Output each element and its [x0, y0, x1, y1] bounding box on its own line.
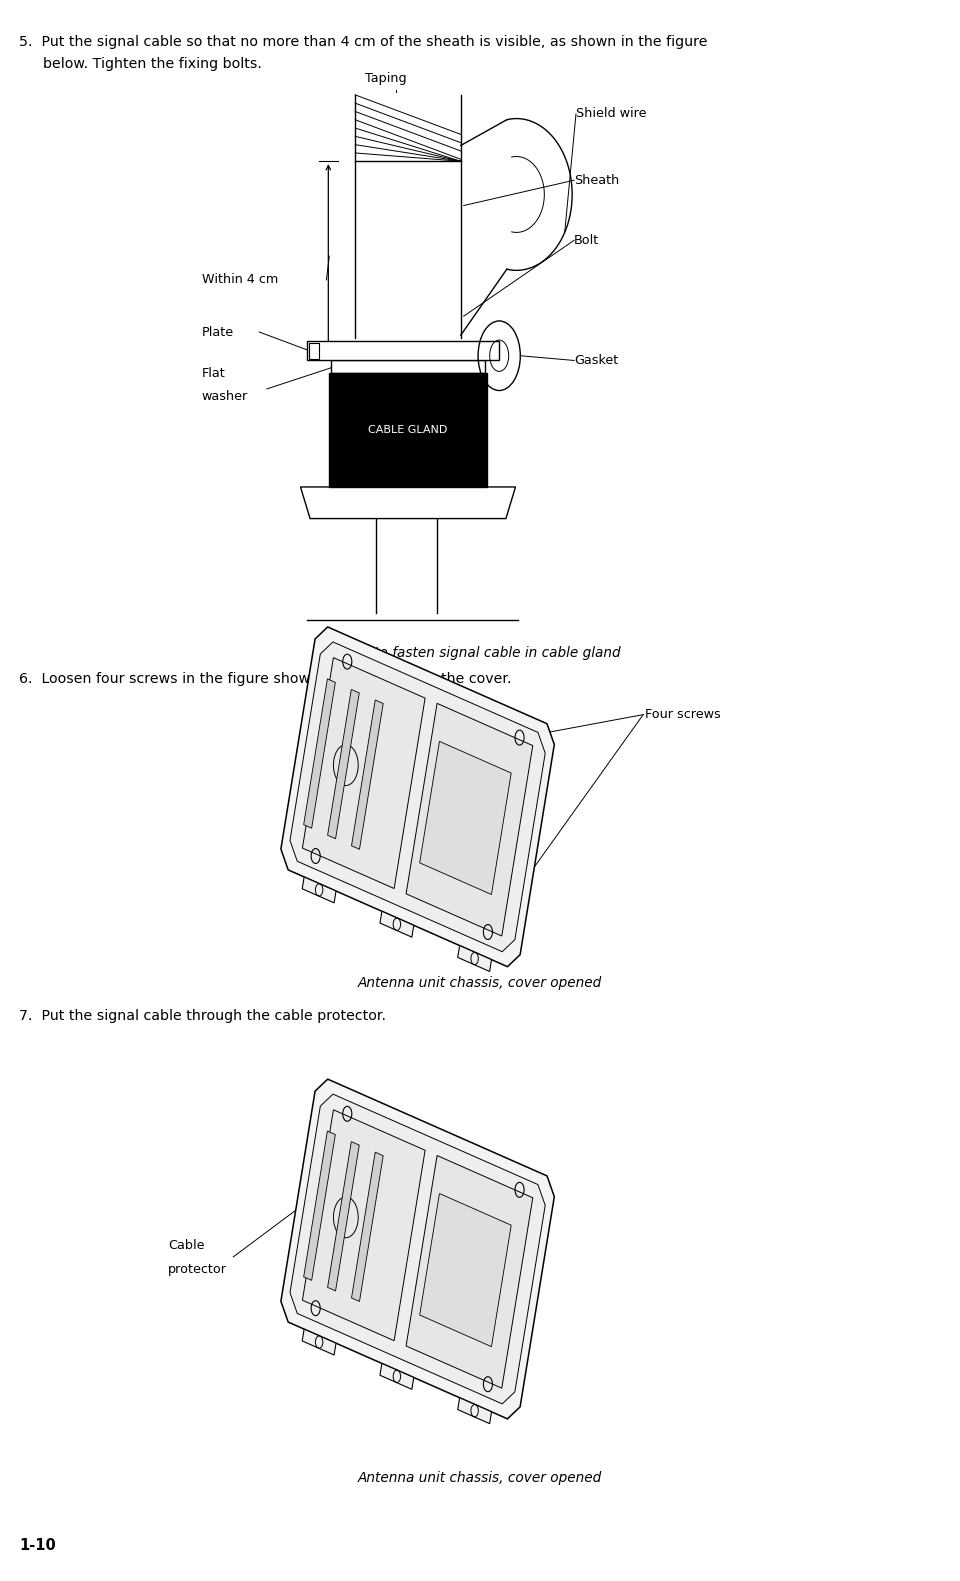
Polygon shape: [281, 628, 554, 966]
Polygon shape: [458, 1398, 492, 1423]
Text: Taping: Taping: [365, 73, 407, 85]
Bar: [331, 360, 485, 373]
Polygon shape: [351, 700, 383, 849]
Polygon shape: [303, 678, 335, 828]
Text: 1-10: 1-10: [19, 1538, 56, 1553]
Text: Flat: Flat: [202, 367, 226, 379]
Polygon shape: [327, 689, 359, 840]
Text: Antenna unit chassis, cover opened: Antenna unit chassis, cover opened: [358, 1472, 602, 1485]
Text: Shield wire: Shield wire: [576, 108, 646, 120]
Text: washer: washer: [202, 391, 248, 403]
Polygon shape: [351, 1153, 383, 1301]
Polygon shape: [458, 945, 492, 971]
Text: Cable: Cable: [168, 1240, 204, 1252]
Text: below. Tighten the fixing bolts.: below. Tighten the fixing bolts.: [43, 57, 262, 71]
Text: CABLE GLAND: CABLE GLAND: [369, 425, 447, 435]
Text: protector: protector: [168, 1263, 227, 1276]
Text: 6.  Loosen four screws in the figure shown below and open the cover.: 6. Loosen four screws in the figure show…: [19, 672, 512, 686]
Polygon shape: [290, 642, 545, 952]
Text: 5.  Put the signal cable so that no more than 4 cm of the sheath is visible, as : 5. Put the signal cable so that no more …: [19, 35, 708, 49]
Text: Plate: Plate: [202, 326, 233, 338]
Text: Antenna unit chassis, cover opened: Antenna unit chassis, cover opened: [358, 977, 602, 990]
Text: Bolt: Bolt: [574, 234, 599, 247]
Polygon shape: [420, 1194, 512, 1347]
Text: Sheath: Sheath: [574, 174, 619, 187]
Bar: [309, 343, 319, 359]
Text: Within 4 cm: Within 4 cm: [202, 274, 277, 286]
Polygon shape: [290, 1094, 545, 1404]
Text: How to fasten signal cable in cable gland: How to fasten signal cable in cable glan…: [340, 647, 620, 659]
Polygon shape: [380, 911, 414, 938]
Polygon shape: [302, 877, 336, 903]
Polygon shape: [380, 1363, 414, 1390]
Polygon shape: [302, 1330, 336, 1355]
Text: Gasket: Gasket: [574, 354, 618, 367]
Polygon shape: [327, 1141, 359, 1292]
Polygon shape: [303, 1130, 335, 1281]
Text: 7.  Put the signal cable through the cable protector.: 7. Put the signal cable through the cabl…: [19, 1009, 386, 1023]
Bar: [329, 373, 487, 487]
Polygon shape: [406, 704, 533, 936]
Polygon shape: [420, 741, 512, 895]
Polygon shape: [300, 487, 516, 519]
Bar: [307, 341, 499, 360]
Polygon shape: [302, 1110, 425, 1341]
Polygon shape: [302, 658, 425, 889]
Polygon shape: [406, 1156, 533, 1388]
Polygon shape: [281, 1080, 554, 1418]
Text: Four screws: Four screws: [645, 708, 721, 721]
